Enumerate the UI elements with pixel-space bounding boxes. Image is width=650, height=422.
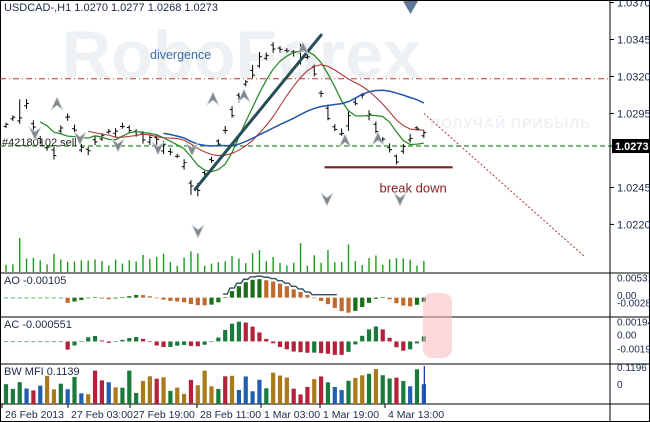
- svg-text:1.0273: 1.0273: [615, 141, 649, 153]
- svg-text:1 Mar 19:00: 1 Mar 19:00: [323, 409, 379, 421]
- svg-text:1.0220: 1.0220: [617, 219, 650, 231]
- svg-text:BW MFI 0.1139: BW MFI 0.1139: [4, 366, 80, 378]
- svg-text:27 Feb 03:00: 27 Feb 03:00: [71, 409, 133, 421]
- svg-text:1.0370: 1.0370: [617, 0, 650, 10]
- svg-text:1 Mar 03:00: 1 Mar 03:00: [264, 409, 320, 421]
- svg-text:0.00: 0.00: [617, 331, 637, 342]
- svg-text:AO -0.00105: AO -0.00105: [4, 275, 66, 287]
- svg-text:0.001942: 0.001942: [617, 317, 650, 328]
- svg-text:28 Feb 11:00: 28 Feb 11:00: [200, 409, 261, 421]
- svg-text:26 Feb 2013: 26 Feb 2013: [5, 409, 64, 421]
- svg-text:0: 0: [617, 380, 623, 391]
- svg-text:-0.00195: -0.00195: [617, 345, 650, 356]
- svg-text:USDCAD-,H1 1.0270 1.0277 1.02: USDCAD-,H1 1.0270 1.0277 1.0268 1.0273: [4, 2, 218, 14]
- svg-text:1.0295: 1.0295: [617, 108, 650, 120]
- svg-text:#42180102 sell: #42180102 sell: [2, 137, 77, 149]
- svg-text:1.0320: 1.0320: [617, 71, 650, 83]
- svg-text:RoboForex: RoboForex: [62, 17, 421, 93]
- svg-text:27 Feb 19:00: 27 Feb 19:00: [133, 409, 195, 421]
- svg-text:1.0345: 1.0345: [617, 35, 650, 47]
- svg-text:AC -0.000551: AC -0.000551: [4, 319, 72, 331]
- svg-text:4 Mar 13:00: 4 Mar 13:00: [388, 409, 444, 421]
- svg-text:break down: break down: [380, 180, 447, 195]
- svg-text:ПОЛУЧАЙ ПРИБЫЛЬ: ПОЛУЧАЙ ПРИБЫЛЬ: [430, 114, 591, 131]
- svg-text:1.0245: 1.0245: [617, 182, 650, 194]
- svg-text:divergence: divergence: [150, 48, 211, 62]
- svg-text:0.1196: 0.1196: [617, 363, 647, 374]
- svg-text:-0.00288: -0.00288: [617, 298, 650, 309]
- svg-text:0.00531: 0.00531: [617, 273, 650, 284]
